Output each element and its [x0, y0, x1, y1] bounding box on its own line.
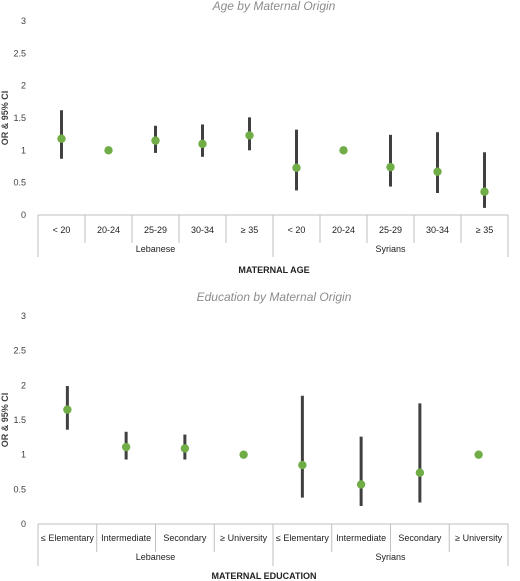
education-chart: Education by Maternal Origin OR & 95% CI…	[0, 290, 509, 581]
or-point	[298, 460, 307, 470]
category-label: 20-24	[332, 225, 355, 235]
category-label: Secondary	[398, 533, 442, 543]
y-tick-label: 0.5	[13, 484, 26, 494]
or-point	[180, 444, 190, 453]
category-label: ≥ 35	[476, 225, 493, 235]
category-label: 30-34	[426, 225, 449, 235]
category-label: Intermediate	[336, 533, 386, 543]
category-label: Secondary	[163, 533, 207, 543]
or-point	[245, 131, 254, 140]
or-point	[239, 450, 248, 459]
or-point	[104, 146, 113, 155]
or-point	[121, 442, 131, 452]
or-point	[57, 134, 66, 143]
category-label: ≥ University	[220, 533, 267, 543]
or-point	[474, 450, 483, 459]
category-label: ≤ Elementary	[276, 533, 329, 543]
y-tick-label: 1.5	[13, 113, 26, 123]
category-label: 25-29	[379, 225, 402, 235]
y-tick-label: 3	[21, 311, 26, 321]
category-label: < 20	[288, 225, 306, 235]
or-point	[292, 163, 301, 172]
chart-title: Age by Maternal Origin	[212, 0, 336, 13]
y-tick-label: 2.5	[13, 346, 26, 356]
y-tick-label: 0	[21, 210, 26, 220]
or-point	[433, 167, 442, 176]
or-point	[198, 139, 207, 149]
or-point	[339, 146, 348, 155]
category-label: 25-29	[144, 225, 167, 235]
group-label: Syrians	[375, 244, 406, 254]
category-label: < 20	[53, 225, 71, 235]
or-point	[415, 468, 425, 477]
group-label: Syrians	[375, 552, 406, 562]
or-point	[63, 405, 72, 414]
category-label: 30-34	[191, 225, 214, 235]
y-tick-label: 0.5	[13, 178, 26, 188]
category-label: ≤ Elementary	[41, 533, 94, 543]
y-tick-label: 0	[21, 519, 26, 529]
or-point	[480, 187, 489, 196]
y-tick-label: 1	[21, 145, 26, 155]
group-label: Lebanese	[136, 244, 176, 254]
y-tick-label: 2.5	[13, 48, 26, 58]
group-label: Lebanese	[136, 552, 176, 562]
or-point	[151, 136, 160, 145]
age-chart: Age by Maternal Origin OR & 95% CI MATER…	[0, 0, 509, 275]
chart-title: Education by Maternal Origin	[197, 290, 352, 304]
category-label: ≥ University	[455, 533, 502, 543]
y-tick-label: 2	[21, 380, 26, 390]
y-tick-label: 1	[21, 450, 26, 460]
y-axis-label: OR & 95% CI	[0, 91, 10, 146]
category-label: 20-24	[97, 225, 120, 235]
y-tick-label: 2	[21, 81, 26, 91]
or-point	[386, 162, 395, 172]
category-label: ≥ 35	[241, 225, 258, 235]
x-axis-label: MATERNAL EDUCATION	[212, 571, 317, 581]
or-point	[356, 480, 366, 489]
y-axis-label: OR & 95% CI	[0, 393, 10, 448]
category-label: Intermediate	[101, 533, 151, 543]
y-tick-label: 3	[21, 16, 26, 26]
y-tick-label: 1.5	[13, 415, 26, 425]
x-axis-label: MATERNAL AGE	[238, 265, 309, 275]
